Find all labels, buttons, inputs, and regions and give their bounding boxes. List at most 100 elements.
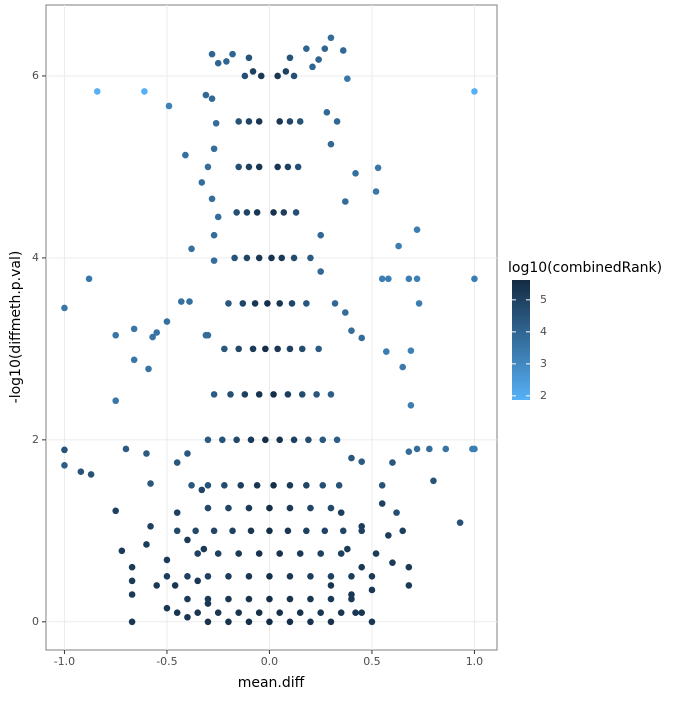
point	[315, 56, 322, 63]
point	[245, 163, 253, 171]
point	[280, 209, 288, 216]
point	[186, 298, 193, 305]
point	[307, 595, 314, 603]
point	[327, 582, 335, 589]
point	[85, 275, 93, 283]
point	[210, 391, 218, 398]
point	[233, 436, 240, 444]
point	[413, 275, 421, 283]
plot-panel	[45, 4, 498, 651]
point	[184, 450, 191, 457]
point	[471, 445, 478, 453]
colorbar	[512, 280, 530, 400]
point	[372, 550, 380, 557]
point	[93, 88, 101, 95]
point	[342, 198, 349, 205]
point	[348, 595, 355, 603]
point	[430, 477, 437, 485]
point	[188, 482, 195, 489]
point	[288, 300, 296, 307]
point	[143, 450, 150, 457]
point	[344, 75, 351, 82]
point	[327, 573, 335, 580]
point	[235, 118, 242, 125]
point	[399, 527, 407, 535]
point	[368, 618, 376, 626]
point	[282, 68, 290, 75]
point	[184, 613, 191, 621]
point	[385, 532, 392, 539]
point	[266, 573, 273, 580]
point	[296, 609, 304, 617]
point	[389, 459, 396, 466]
point	[378, 500, 386, 507]
point	[245, 595, 253, 603]
point	[337, 550, 345, 557]
point	[204, 436, 212, 444]
point	[307, 573, 314, 580]
colorbar-tick-label: 4	[540, 325, 547, 338]
point	[243, 209, 251, 216]
point	[274, 72, 281, 80]
point	[225, 573, 232, 580]
point	[327, 140, 335, 148]
point	[319, 436, 327, 444]
point	[323, 109, 331, 116]
point	[378, 275, 386, 283]
point	[270, 482, 277, 489]
point	[184, 595, 191, 603]
point	[255, 254, 263, 262]
point	[145, 365, 152, 373]
point	[204, 482, 212, 489]
point	[358, 458, 366, 465]
point	[225, 595, 232, 603]
point	[262, 436, 269, 444]
point	[247, 436, 255, 444]
point	[184, 536, 191, 544]
point	[303, 527, 310, 535]
point	[471, 88, 478, 95]
point	[233, 209, 240, 216]
point	[284, 163, 292, 171]
point	[317, 550, 325, 557]
point	[309, 63, 316, 71]
point	[229, 527, 236, 535]
point	[286, 573, 294, 580]
point	[331, 300, 339, 307]
point	[327, 34, 335, 42]
point	[245, 54, 253, 62]
point	[153, 582, 160, 589]
colorbar-tick-label: 5	[540, 293, 547, 306]
point	[204, 618, 212, 626]
y-tick-label: 2	[32, 433, 39, 446]
point	[296, 550, 304, 557]
point	[249, 68, 257, 75]
point	[245, 118, 253, 125]
point	[214, 59, 222, 67]
point	[214, 609, 222, 617]
point	[198, 179, 206, 186]
point	[61, 462, 68, 469]
point	[235, 550, 242, 557]
point	[208, 50, 216, 58]
point	[378, 482, 386, 489]
point	[251, 300, 259, 307]
point	[286, 345, 294, 353]
point	[245, 573, 253, 580]
point	[305, 436, 312, 444]
point	[208, 95, 216, 103]
point	[413, 226, 421, 234]
colorbar-tick-label: 3	[540, 357, 547, 370]
point	[182, 151, 189, 159]
point	[407, 347, 415, 354]
point	[270, 391, 277, 398]
point	[337, 509, 345, 516]
point	[163, 556, 171, 564]
point	[286, 482, 294, 489]
point	[276, 118, 284, 125]
point	[333, 118, 341, 125]
point	[210, 231, 218, 239]
point	[335, 482, 343, 489]
colorbar-tick-label: 2	[540, 389, 547, 402]
point	[389, 559, 396, 566]
